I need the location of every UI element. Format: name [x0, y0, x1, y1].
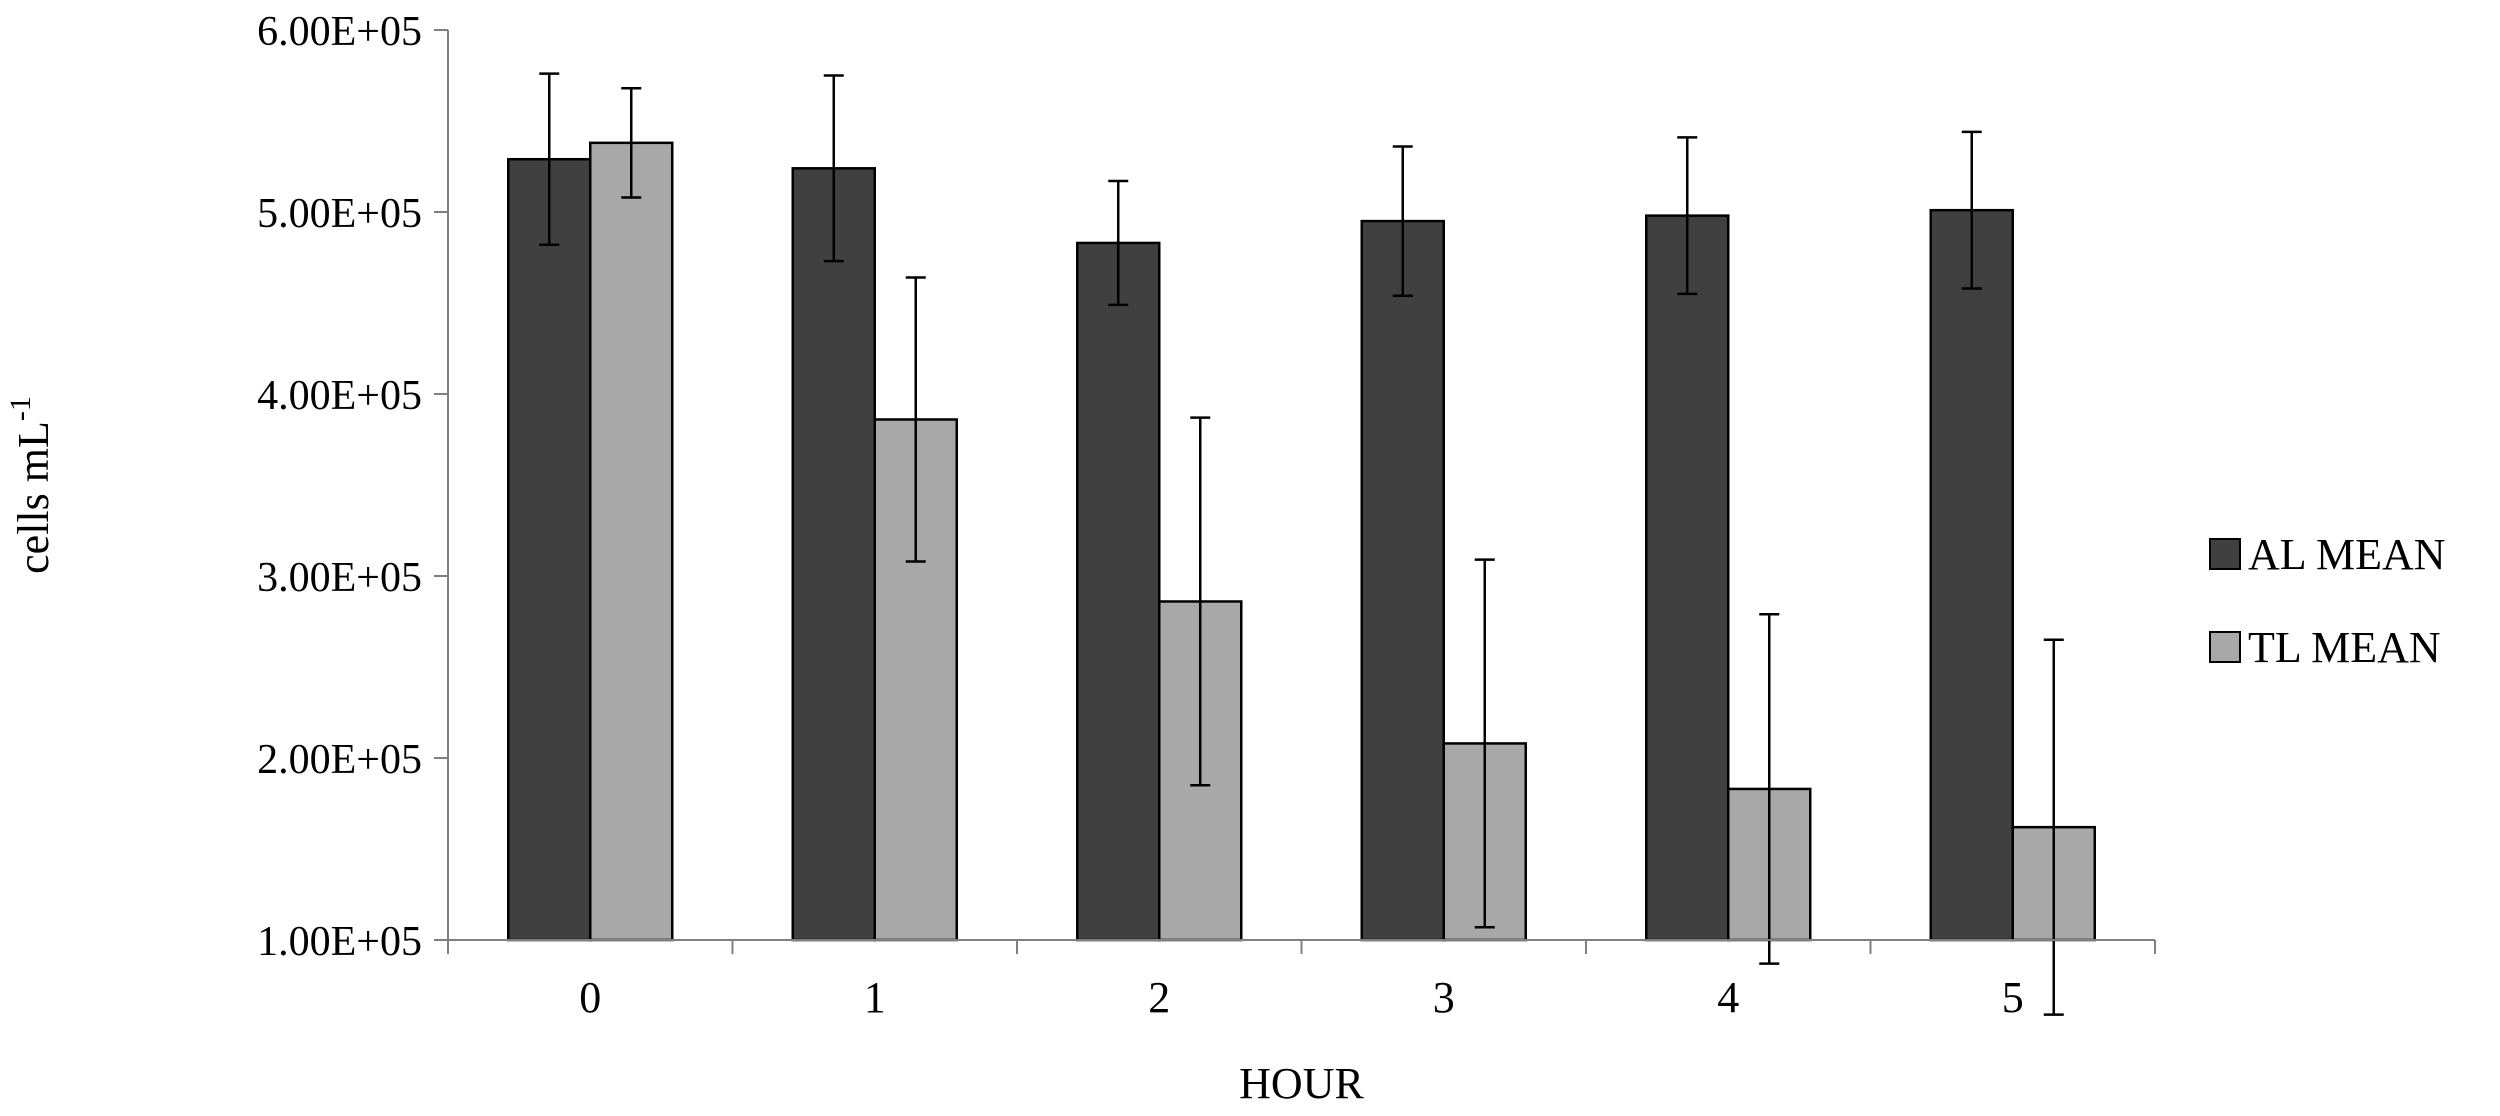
- axes-layer: [447, 30, 2155, 941]
- legend-swatch: [2209, 538, 2241, 570]
- y-tick-label: 3.00E+05: [257, 555, 422, 601]
- x-tick-label: 2: [1148, 973, 1170, 1022]
- x-tick-label: 0: [579, 973, 601, 1022]
- bar-al-mean: [507, 157, 592, 942]
- y-tick-label: 2.00E+05: [257, 737, 422, 783]
- bar-al-mean: [791, 167, 876, 942]
- x-tick-label: 3: [1433, 973, 1455, 1022]
- legend: AL MEAN TL MEAN: [2209, 530, 2446, 672]
- y-axis-title: cells mL-1: [4, 396, 58, 574]
- y-ticks-layer: 1.00E+05 2.00E+05 3.00E+05 4.00E+05 5.00E+05…: [257, 9, 448, 965]
- bar-al-mean: [1076, 241, 1161, 942]
- x-tick-label: 1: [864, 973, 886, 1022]
- y-tick-label: 4.00E+05: [257, 373, 422, 419]
- bar-tl-mean: [589, 141, 674, 942]
- bar-al-mean: [1929, 208, 2014, 942]
- x-axis-title: HOUR: [1239, 1059, 1364, 1108]
- x-tick-label: 4: [1717, 973, 1739, 1022]
- x-tick-label: 5: [2002, 973, 2024, 1022]
- legend-swatch: [2209, 631, 2241, 663]
- bar-al-mean: [1645, 214, 1730, 942]
- legend-label: TL MEAN: [2248, 623, 2441, 672]
- y-tick-label: 5.00E+05: [257, 191, 422, 237]
- y-tick-label: 1.00E+05: [257, 919, 422, 965]
- x-ticks-layer: 0 1 2 3 4 5: [447, 940, 2156, 1022]
- y-axis-title-main: cells mL: [9, 421, 58, 574]
- bar-al-mean: [1360, 219, 1445, 942]
- y-tick-label: 6.00E+05: [257, 9, 422, 55]
- y-axis-title-superscript: -1: [4, 396, 37, 421]
- error-bars-layer: [539, 72, 2064, 1016]
- bars-layer: [507, 141, 2096, 942]
- legend-label: AL MEAN: [2248, 530, 2446, 579]
